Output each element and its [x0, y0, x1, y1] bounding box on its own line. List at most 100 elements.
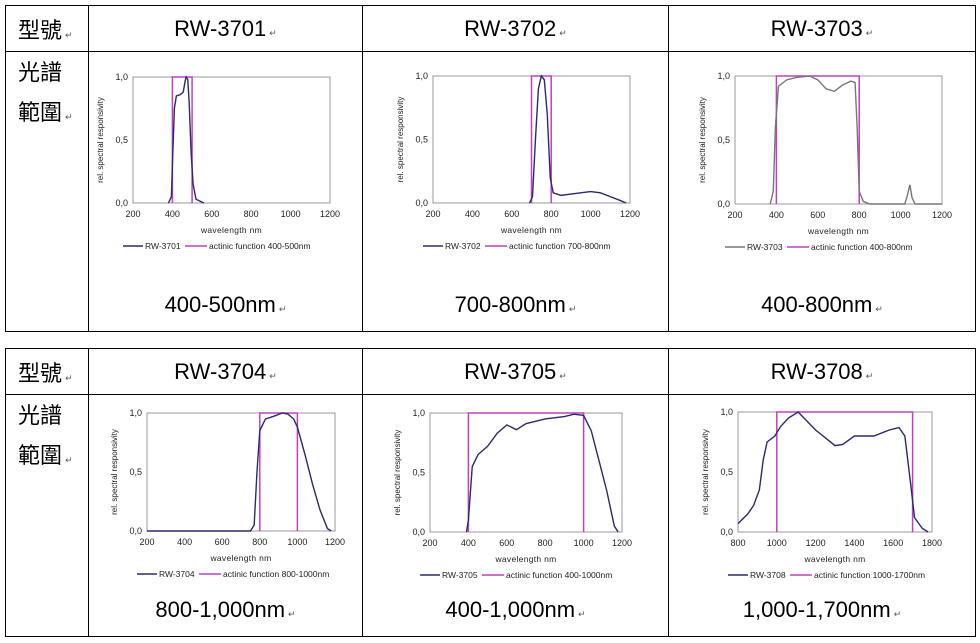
x-tick-label: 1000	[581, 209, 601, 219]
model-cell: RW-3708 ↵	[668, 348, 976, 395]
spectral-chart: 0,0 0,5 1,0 200 400 600 800 1000 1200 wavelength …	[96, 72, 340, 251]
legend-label: RW-3708	[750, 570, 786, 580]
y-tick-label: 1,0	[720, 407, 733, 417]
range-label-cell: 光譜範圍 ↵	[5, 394, 89, 637]
paragraph-mark: ↵	[65, 456, 73, 466]
model-cell: RW-3705 ↵	[362, 348, 669, 395]
legend-label: RW-3704	[159, 569, 195, 579]
paragraph-mark: ↵	[568, 304, 577, 314]
x-axis-label: wavelength nm	[807, 226, 869, 236]
spectral-chart: 0,0 0,5 1,0 800 1000 1200 1400 1600 1800 waveleng…	[701, 407, 942, 580]
y-tick-label: 1,0	[115, 72, 128, 82]
x-tick-label: 800	[852, 210, 867, 220]
model-row: 型號 ↵ RW-3704 ↵ RW-3705 ↵ RW-3708 ↵	[5, 348, 976, 395]
y-axis-label: rel. spectral responsivity	[393, 430, 402, 516]
model-name: RW-3701	[174, 15, 267, 41]
legend-label: RW-3701	[145, 241, 181, 251]
x-axis-label: wavelength nm	[494, 554, 556, 564]
paragraph-mark: ↵	[278, 304, 287, 314]
range-value: 800-1,000nm	[155, 597, 286, 622]
y-tick-label: 0,5	[412, 468, 425, 478]
actinic-band	[467, 412, 585, 532]
range-value: 400-800nm	[761, 292, 873, 317]
responsivity-line	[465, 413, 619, 533]
plot-area	[737, 411, 933, 533]
x-tick-label: 1200	[806, 538, 826, 548]
legend-label: actinic function 400-500nm	[209, 241, 311, 251]
model-cell: RW-3702 ↵	[362, 5, 669, 52]
range-value: 1,000-1,700nm	[742, 597, 891, 622]
actinic-band	[259, 412, 299, 531]
responsivity-line	[769, 75, 942, 205]
paragraph-mark: ↵	[875, 304, 883, 314]
paragraph-mark: ↵	[269, 27, 277, 38]
y-tick-label: 0,5	[720, 467, 733, 477]
paragraph-mark: ↵	[578, 609, 586, 619]
paragraph-mark: ↵	[288, 609, 296, 619]
y-axis-label: rel. spectral responsivity	[698, 97, 707, 183]
legend-label: actinic function 400-800nm	[811, 242, 913, 252]
y-tick-label: 1,0	[129, 408, 142, 418]
y-axis-label: rel. spectral responsivity	[110, 429, 119, 515]
x-tick-label: 1000	[287, 537, 307, 547]
x-tick-label: 1200	[612, 538, 632, 548]
range-label-line2: 範圍	[18, 101, 63, 126]
x-tick-label: 1400	[844, 538, 864, 548]
paragraph-mark: ↵	[65, 30, 73, 41]
x-tick-label: 600	[499, 538, 514, 548]
x-tick-label: 1200	[620, 209, 640, 219]
responsivity-line	[147, 412, 332, 532]
spectral-chart: 0,0 0,5 1,0 200 400 600 800 1000 1200 wavelength …	[110, 408, 345, 579]
spectral-chart: 0,0 0,5 1,0 200 400 600 800 1000 1200 wavelength …	[396, 71, 640, 251]
model-name: RW-3705	[464, 358, 557, 384]
y-tick-label: 0,5	[717, 135, 730, 145]
y-axis-label: rel. spectral responsivity	[396, 97, 405, 183]
y-tick-label: 0,0	[717, 199, 730, 209]
x-tick-label: 200	[422, 538, 437, 548]
x-tick-label: 1800	[922, 538, 942, 548]
x-tick-label: 800	[244, 209, 259, 219]
x-tick-label: 400	[165, 209, 180, 219]
responsivity-line	[167, 75, 205, 204]
y-tick-label: 0,0	[720, 527, 733, 537]
x-tick-label: 800	[252, 537, 267, 547]
x-tick-label: 800	[544, 209, 559, 219]
x-tick-label: 1200	[325, 537, 345, 547]
x-tick-label: 400	[769, 210, 784, 220]
model-name: RW-3703	[770, 15, 863, 41]
x-tick-label: 1600	[883, 538, 903, 548]
plot-area	[429, 412, 623, 533]
range-label-line1: 光譜	[18, 404, 63, 429]
paragraph-mark: ↵	[559, 27, 567, 38]
x-tick-label: 1200	[932, 210, 952, 220]
y-tick-label: 0,5	[115, 135, 128, 145]
x-tick-label: 1000	[281, 209, 301, 219]
x-tick-label: 800	[730, 538, 745, 548]
x-tick-label: 200	[425, 209, 440, 219]
x-tick-label: 600	[204, 209, 219, 219]
x-tick-label: 1000	[767, 538, 787, 548]
model-cell: RW-3704 ↵	[88, 348, 363, 395]
legend-label: RW-3705	[442, 570, 478, 580]
x-tick-label: 800	[538, 538, 553, 548]
spectral-chart: 0,0 0,5 1,0 200 400 600 800 1000 1200 wavelength …	[698, 71, 952, 252]
actinic-band	[171, 76, 193, 203]
range-value: 400-1,000nm	[445, 597, 576, 622]
range-label-line1: 光譜	[18, 61, 63, 86]
x-tick-label: 600	[504, 209, 519, 219]
y-tick-label: 0,0	[129, 526, 142, 536]
y-tick-label: 1,0	[412, 408, 425, 418]
x-tick-label: 1000	[574, 538, 594, 548]
range-label-line2: 範圍	[18, 444, 63, 469]
y-axis-label: rel. spectral responsivity	[701, 429, 710, 515]
x-tick-label: 200	[125, 209, 140, 219]
x-tick-label: 400	[177, 537, 192, 547]
x-axis-label: wavelength nm	[500, 225, 562, 235]
legend-label: RW-3703	[747, 242, 783, 252]
x-axis-label: wavelength nm	[209, 553, 271, 563]
plot-area	[734, 75, 943, 205]
model-name: RW-3702	[464, 15, 557, 41]
model-label-cell: 型號 ↵	[5, 348, 89, 395]
x-tick-label: 200	[727, 210, 742, 220]
model-label: 型號	[18, 361, 63, 387]
